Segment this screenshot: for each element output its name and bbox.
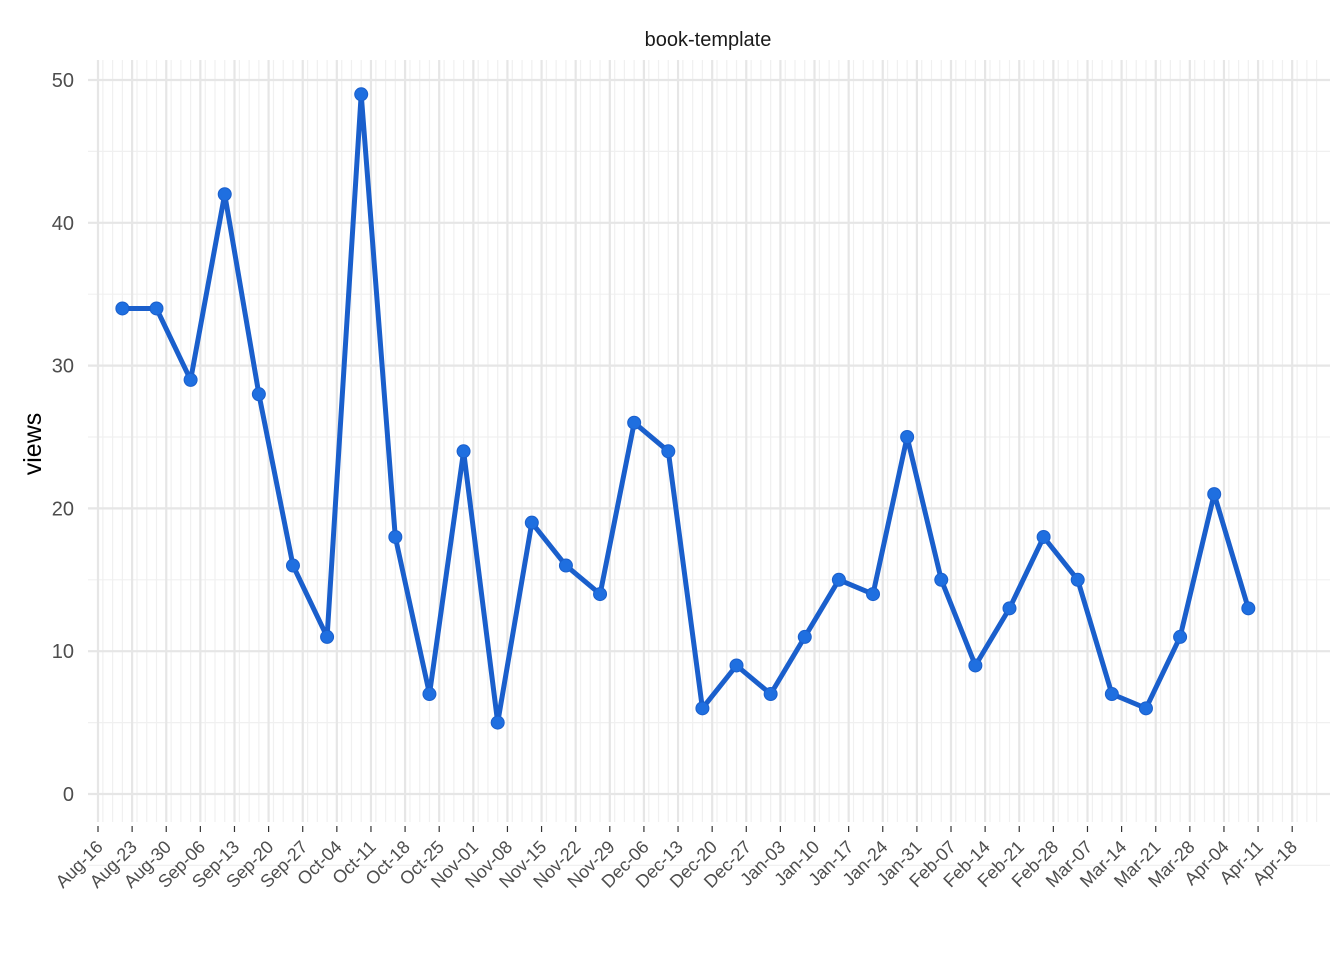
data-point <box>1207 487 1222 502</box>
y-tick-label: 30 <box>52 356 74 378</box>
data-point <box>320 629 335 644</box>
data-point <box>661 444 676 459</box>
series-layer <box>115 87 1256 730</box>
data-point <box>1173 629 1188 644</box>
chart-title: book-template <box>645 29 772 51</box>
y-tick-label: 50 <box>52 70 74 92</box>
y-tick-label: 20 <box>52 498 74 520</box>
data-point <box>285 558 300 573</box>
y-tick-label: 10 <box>52 641 74 663</box>
data-point <box>763 687 778 702</box>
data-point <box>968 658 983 673</box>
y-tick-label: 0 <box>63 784 74 806</box>
data-point <box>900 430 915 444</box>
data-point <box>797 629 812 644</box>
grid-lines <box>88 60 1330 867</box>
data-point <box>729 658 744 673</box>
data-point <box>354 87 369 102</box>
series-line <box>119 91 1251 726</box>
y-axis-label: views <box>19 413 47 476</box>
data-point <box>388 529 403 544</box>
data-point <box>695 701 710 716</box>
y-axis-ticks: 0 10 20 30 40 50 <box>52 70 74 806</box>
data-point <box>1036 529 1051 544</box>
data-point <box>217 187 232 202</box>
y-tick-label: 40 <box>52 213 74 235</box>
data-point <box>456 444 471 459</box>
data-point <box>1241 601 1256 616</box>
data-point <box>115 301 130 316</box>
data-point <box>593 587 608 602</box>
data-point <box>149 301 164 316</box>
data-point <box>558 558 573 573</box>
data-point <box>422 687 437 702</box>
data-point <box>524 515 539 530</box>
data-point <box>866 587 881 602</box>
data-point <box>183 372 198 387</box>
data-point <box>251 387 266 402</box>
data-point <box>627 415 642 430</box>
data-point <box>490 715 505 730</box>
data-point <box>831 572 846 587</box>
data-point <box>934 572 949 587</box>
data-point <box>1070 572 1085 587</box>
data-point <box>1138 701 1153 716</box>
data-point <box>1104 687 1119 702</box>
data-point <box>1002 601 1017 616</box>
